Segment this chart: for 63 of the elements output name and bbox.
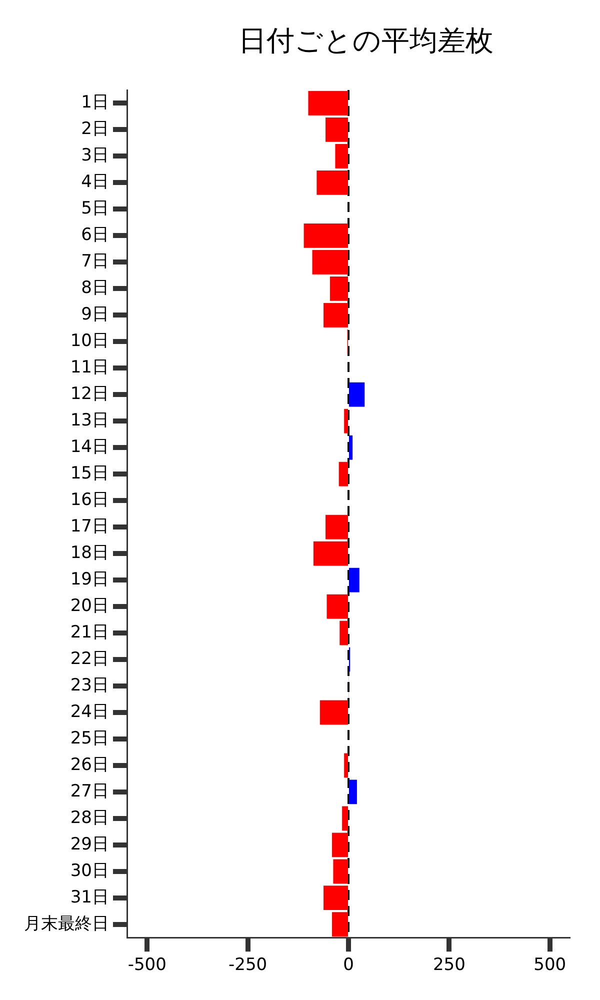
y-tick-label: 29日	[70, 834, 109, 854]
y-tick-label: 4日	[81, 172, 109, 192]
y-tick-label: 25日	[70, 728, 109, 748]
bar	[316, 170, 348, 195]
y-tick-label: 23日	[70, 675, 109, 696]
bar	[344, 753, 348, 778]
x-tick-label: 0	[343, 955, 354, 976]
y-tick-label: 12日	[70, 384, 109, 404]
bar	[342, 806, 348, 831]
bar	[312, 250, 348, 274]
y-tick-label: 6日	[81, 225, 109, 246]
bar	[326, 118, 348, 142]
bar	[308, 91, 348, 116]
y-tick-label: 19日	[70, 569, 109, 590]
bar	[304, 223, 348, 248]
bar	[349, 568, 360, 592]
bar	[313, 541, 348, 566]
bar	[332, 912, 348, 937]
bar	[320, 700, 348, 725]
y-tick-label: 27日	[70, 781, 109, 802]
bar	[333, 859, 348, 884]
bar	[330, 276, 348, 301]
x-tick-label: -500	[128, 955, 166, 976]
y-tick-label: 2日	[81, 119, 109, 140]
bar	[324, 886, 348, 910]
x-tick-label: 500	[534, 955, 566, 976]
y-tick-label: 31日	[70, 887, 109, 908]
y-tick-label: 13日	[70, 410, 109, 431]
y-tick-label: 18日	[70, 542, 109, 563]
y-tick-label: 5日	[81, 198, 109, 219]
bar	[349, 382, 365, 407]
y-tick-label: 22日	[70, 648, 109, 669]
y-tick-label: 20日	[70, 596, 109, 616]
y-tick-label: 11日	[70, 358, 109, 378]
bar	[326, 594, 348, 619]
y-tick-label: 16日	[70, 490, 109, 510]
bar	[349, 435, 353, 460]
y-tick-label: 9日	[81, 304, 109, 325]
y-tick-label: 14日	[70, 437, 109, 458]
y-tick-label: 28日	[70, 808, 109, 828]
y-tick-label: 26日	[70, 754, 109, 775]
bar	[340, 620, 348, 646]
bar	[335, 144, 348, 168]
y-tick-label: 月末最終日	[24, 914, 109, 934]
bar	[326, 514, 348, 540]
y-tick-label: 10日	[70, 331, 109, 352]
x-tick-label: -250	[228, 955, 268, 976]
y-tick-label: 24日	[70, 702, 109, 722]
y-tick-label: 3日	[81, 146, 109, 166]
x-tick-label: 250	[432, 955, 466, 976]
bar	[338, 462, 348, 486]
bar	[332, 832, 348, 858]
y-tick-label: 1日	[81, 92, 109, 113]
bar	[344, 408, 348, 434]
y-tick-label: 15日	[70, 463, 109, 484]
y-tick-label: 7日	[81, 252, 109, 272]
y-tick-label: 8日	[81, 278, 109, 298]
y-tick-label: 17日	[70, 516, 109, 536]
chart-title: 日付ごとの平均差枚	[238, 23, 494, 59]
bar	[324, 302, 348, 328]
y-tick-label: 21日	[70, 622, 109, 642]
bar	[349, 780, 357, 804]
y-tick-label: 30日	[70, 860, 109, 881]
